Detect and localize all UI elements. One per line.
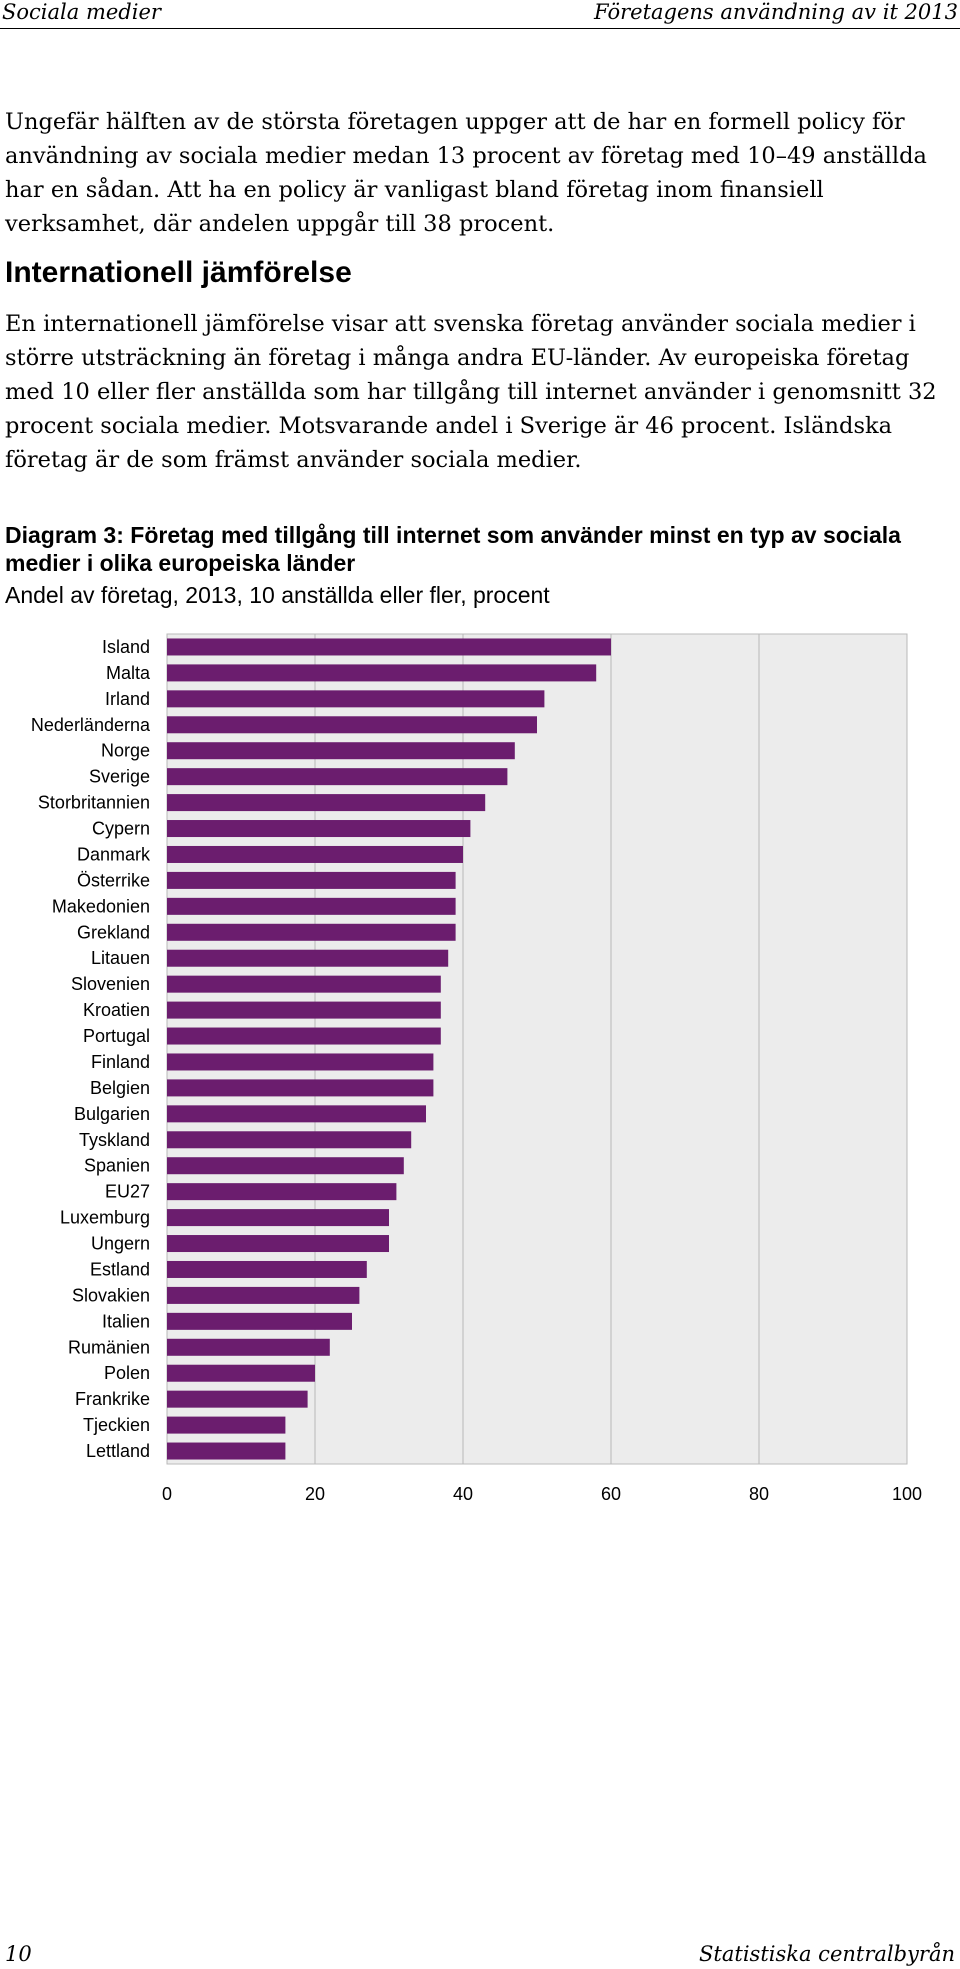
category-label: Österrike [77, 870, 150, 890]
header-section-title: Sociala medier [2, 0, 161, 24]
x-tick-label: 80 [749, 1484, 769, 1500]
bar [167, 638, 611, 656]
x-tick-label: 40 [453, 1484, 473, 1500]
bar [167, 820, 471, 838]
intro-paragraph: Ungefär hälften av de största företagen … [5, 109, 927, 237]
category-label: Storbritannien [38, 793, 150, 813]
category-label: Spanien [84, 1156, 150, 1176]
bar [167, 1260, 367, 1278]
header-report-title: Företagens användning av it 2013 [594, 0, 958, 24]
bar [167, 1235, 389, 1253]
bar [167, 1105, 426, 1123]
category-label: Norge [101, 741, 150, 761]
chart-subtitle: Andel av företag, 2013, 10 anställda ell… [5, 582, 550, 608]
category-label: Tjeckien [83, 1415, 150, 1435]
category-label: Nederländerna [31, 715, 151, 735]
bar [167, 1338, 330, 1356]
category-label: Tyskland [79, 1130, 150, 1150]
bar [167, 690, 545, 708]
bar [167, 897, 456, 915]
bar [167, 1416, 286, 1434]
category-label: Malta [106, 663, 151, 683]
bar [167, 1157, 404, 1175]
category-label: Grekland [77, 922, 150, 942]
bar-chart: Island Malta Irland Nederländerna Norge Sveri… [31, 633, 922, 1500]
bar [167, 768, 508, 786]
publisher-name: Statistiska centralbyrån [699, 1942, 955, 1966]
bar [167, 1183, 397, 1201]
bar [167, 1312, 352, 1330]
bar [167, 1364, 315, 1382]
bar [167, 1209, 389, 1227]
category-label: Finland [91, 1052, 150, 1072]
category-label: Estland [90, 1259, 150, 1279]
bar [167, 845, 463, 863]
category-label: Italien [102, 1311, 150, 1331]
category-label: Frankrike [75, 1389, 150, 1409]
category-label: Kroatien [83, 1000, 150, 1020]
x-tick-label: 100 [892, 1484, 922, 1500]
x-tick-label: 20 [305, 1484, 325, 1500]
page-number: 10 [5, 1942, 32, 1966]
category-label: Bulgarien [74, 1104, 150, 1124]
category-label: Danmark [77, 844, 151, 864]
bar [167, 794, 486, 812]
bar [167, 716, 537, 734]
category-label: Belgien [90, 1078, 150, 1098]
bar [167, 975, 441, 993]
chart-title: Diagram 3: Företag med tillgång till int… [5, 522, 901, 576]
bar [167, 871, 456, 889]
category-label: EU27 [105, 1182, 150, 1202]
category-label: Lettland [86, 1441, 150, 1461]
category-label: Polen [104, 1363, 150, 1383]
x-tick-label: 0 [162, 1484, 172, 1500]
section-paragraph: En internationell jämförelse visar att s… [5, 311, 937, 473]
bar [167, 1027, 441, 1045]
running-header: Sociala medier Företagens användning av … [0, 0, 960, 29]
bar [167, 1053, 434, 1071]
section-heading: Internationell jämförelse [5, 256, 352, 289]
bar [167, 1390, 308, 1408]
category-label: Island [102, 637, 150, 657]
bar [167, 923, 456, 941]
bar [167, 1001, 441, 1019]
category-label: Irland [105, 689, 150, 709]
category-label: Litauen [91, 948, 150, 968]
bar [167, 664, 597, 682]
bar [167, 1079, 434, 1097]
bar [167, 1131, 412, 1149]
category-label: Slovakien [72, 1285, 150, 1305]
category-label: Cypern [92, 819, 150, 839]
category-label: Makedonien [52, 896, 150, 916]
category-label: Sverige [89, 767, 150, 787]
category-label: Portugal [83, 1026, 150, 1046]
category-label: Slovenien [71, 974, 150, 994]
bar [167, 742, 515, 760]
bar [167, 1286, 360, 1304]
bar [167, 1442, 286, 1460]
category-label: Rumänien [68, 1337, 150, 1357]
category-label: Ungern [91, 1234, 150, 1254]
bar [167, 949, 449, 967]
x-tick-label: 60 [601, 1484, 621, 1500]
category-label: Luxemburg [60, 1208, 150, 1228]
